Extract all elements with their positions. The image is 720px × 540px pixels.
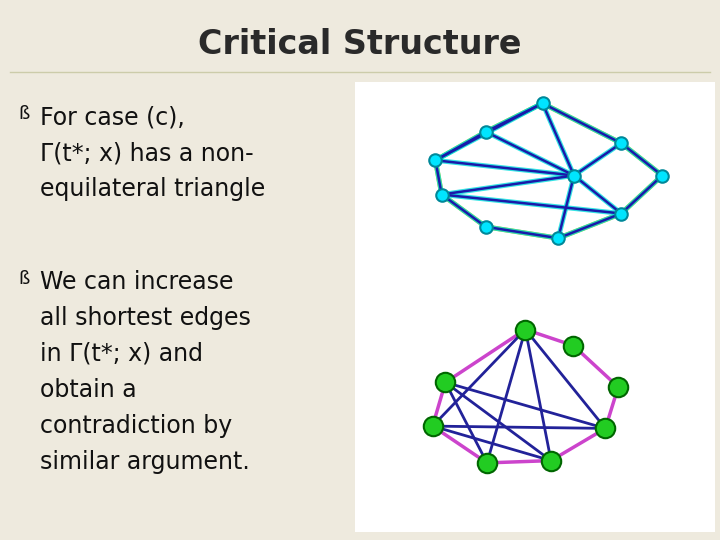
Text: ß: ß: [18, 270, 30, 288]
Text: all shortest edges: all shortest edges: [40, 306, 251, 330]
Text: contradiction by: contradiction by: [40, 414, 233, 438]
Text: We can increase: We can increase: [40, 270, 233, 294]
Text: in Γ(t*; x) and: in Γ(t*; x) and: [40, 342, 203, 366]
Text: similar argument.: similar argument.: [40, 450, 250, 474]
Text: For case (c),: For case (c),: [40, 105, 185, 129]
Text: Critical Structure: Critical Structure: [198, 29, 522, 62]
FancyBboxPatch shape: [355, 82, 715, 532]
Text: equilateral triangle: equilateral triangle: [40, 177, 265, 201]
Text: ß: ß: [18, 105, 30, 123]
Text: Γ(t*; x) has a non-: Γ(t*; x) has a non-: [40, 141, 253, 165]
Text: obtain a: obtain a: [40, 378, 137, 402]
